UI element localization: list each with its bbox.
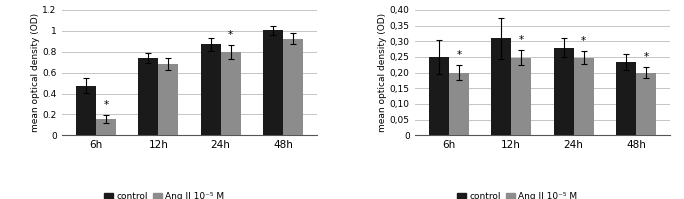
Y-axis label: mean optical density (OD): mean optical density (OD) bbox=[31, 13, 40, 132]
Legend: control, Ang II 10⁻⁵ M: control, Ang II 10⁻⁵ M bbox=[458, 192, 577, 199]
Bar bbox=[491, 38, 511, 135]
Bar bbox=[553, 48, 574, 135]
Bar bbox=[616, 62, 636, 135]
Y-axis label: mean optical density (OD): mean optical density (OD) bbox=[378, 13, 387, 132]
Text: *: * bbox=[228, 30, 233, 40]
Legend: control, Ang II 10⁻⁵ M: control, Ang II 10⁻⁵ M bbox=[105, 192, 224, 199]
Text: *: * bbox=[456, 50, 462, 60]
Text: *: * bbox=[581, 36, 586, 46]
Bar bbox=[200, 44, 221, 135]
Text: *: * bbox=[644, 52, 648, 62]
Bar bbox=[221, 52, 241, 135]
Bar bbox=[263, 30, 283, 135]
Bar bbox=[511, 58, 531, 135]
Bar bbox=[76, 86, 96, 135]
Text: *: * bbox=[518, 35, 524, 45]
Bar bbox=[574, 58, 594, 135]
Bar bbox=[138, 58, 158, 135]
Bar bbox=[158, 64, 179, 135]
Bar bbox=[636, 73, 656, 135]
Text: *: * bbox=[103, 100, 109, 110]
Bar bbox=[429, 57, 449, 135]
Bar bbox=[283, 39, 303, 135]
Bar bbox=[96, 119, 116, 135]
Bar bbox=[449, 73, 469, 135]
